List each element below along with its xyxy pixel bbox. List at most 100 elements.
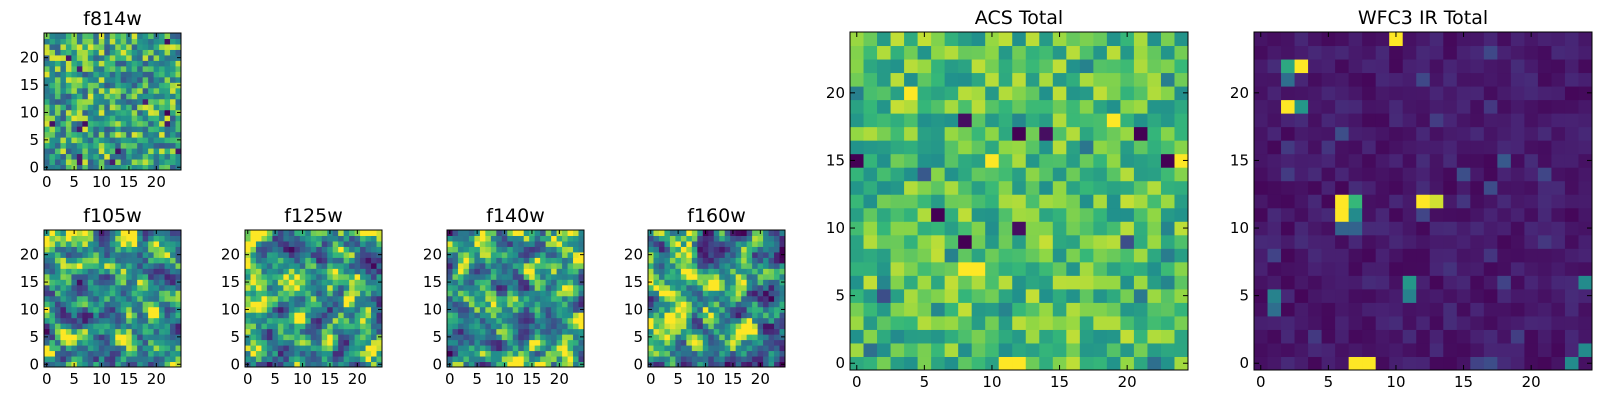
heatmap-cell xyxy=(669,230,676,236)
heatmap-cell xyxy=(354,301,361,308)
heatmap-cell xyxy=(724,290,731,297)
heatmap-cell xyxy=(485,262,492,269)
heatmap-cell xyxy=(1321,342,1336,357)
heatmap-cell xyxy=(120,49,127,56)
heatmap-cell xyxy=(1470,72,1485,87)
heatmap-cell xyxy=(71,350,78,357)
heatmap-cell xyxy=(76,317,83,324)
heatmap-cell xyxy=(1133,126,1148,141)
heatmap-cell xyxy=(109,159,116,166)
heatmap-cell xyxy=(1294,126,1309,141)
heatmap-cell xyxy=(159,356,166,363)
x-tick-label: 0 xyxy=(42,173,52,191)
heatmap-cell xyxy=(76,131,83,138)
heatmap-cell xyxy=(1510,221,1525,236)
heatmap-cell xyxy=(1551,207,1566,222)
heatmap-cell xyxy=(1254,59,1269,74)
heatmap-cell xyxy=(1389,153,1404,168)
heatmap-cell xyxy=(1483,153,1498,168)
heatmap-cell xyxy=(998,329,1013,344)
heatmap-cell xyxy=(71,38,78,45)
heatmap-cell xyxy=(697,290,704,297)
heatmap-cell xyxy=(250,279,257,286)
heatmap-cell xyxy=(1483,234,1498,249)
heatmap-cell xyxy=(1106,315,1121,330)
heatmap-cell xyxy=(175,38,182,45)
heatmap-cell xyxy=(82,153,89,160)
heatmap-cell xyxy=(1281,302,1296,317)
heatmap-cell xyxy=(447,339,453,346)
heatmap-cell xyxy=(153,54,160,61)
heatmap-cell xyxy=(752,290,759,297)
heatmap-cell xyxy=(1402,329,1417,344)
heatmap-cell xyxy=(159,230,166,236)
heatmap-cell xyxy=(1066,167,1081,182)
heatmap-cell xyxy=(305,301,312,308)
heatmap-cell xyxy=(142,230,149,236)
heatmap-cell xyxy=(316,295,323,302)
heatmap-cell xyxy=(44,98,50,105)
heatmap-cell xyxy=(1039,45,1054,60)
heatmap-cell xyxy=(485,306,492,313)
heatmap-cell xyxy=(863,302,878,317)
heatmap-cell xyxy=(299,306,306,313)
heatmap-cell xyxy=(60,334,67,341)
heatmap-cell xyxy=(175,126,182,133)
heatmap-cell xyxy=(653,345,660,352)
heatmap-cell xyxy=(877,207,892,222)
heatmap-cell xyxy=(115,273,122,280)
heatmap-cell xyxy=(1147,140,1162,155)
heatmap-cell xyxy=(779,323,786,330)
heatmap-cell xyxy=(904,261,919,276)
heatmap-cell xyxy=(360,268,367,275)
heatmap-cell xyxy=(850,59,865,74)
heatmap-cell xyxy=(457,361,464,368)
heatmap-cell xyxy=(82,120,89,127)
heatmap-cell xyxy=(261,268,268,275)
heatmap-cell xyxy=(850,329,865,344)
heatmap-cell xyxy=(658,356,665,363)
heatmap-cell xyxy=(360,345,367,352)
heatmap-cell xyxy=(294,251,301,258)
heatmap-cell xyxy=(697,251,704,258)
heatmap-cell xyxy=(109,317,116,324)
heatmap-cell xyxy=(507,295,514,302)
heatmap-cell xyxy=(702,295,709,302)
heatmap-cell xyxy=(294,235,301,242)
heatmap-cell xyxy=(958,180,973,195)
heatmap-cell xyxy=(774,350,781,357)
heatmap-cell xyxy=(1039,113,1054,128)
heatmap-cell xyxy=(250,235,257,242)
heatmap-cell xyxy=(153,350,160,357)
heatmap-cell xyxy=(60,33,67,39)
heatmap-cell xyxy=(327,301,334,308)
heatmap-cell xyxy=(1429,342,1444,357)
heatmap-cell xyxy=(1066,275,1081,290)
heatmap-cell xyxy=(76,301,83,308)
heatmap-cell xyxy=(360,279,367,286)
heatmap-cell xyxy=(457,328,464,335)
heatmap-cell xyxy=(142,279,149,286)
heatmap-cell xyxy=(98,339,105,346)
heatmap-cell xyxy=(850,72,865,87)
heatmap-cell xyxy=(540,257,547,264)
heatmap-cell xyxy=(1174,140,1189,155)
heatmap-cell xyxy=(98,153,105,160)
heatmap-cell xyxy=(931,194,946,209)
heatmap-cell xyxy=(971,45,986,60)
heatmap-cell xyxy=(137,54,144,61)
heatmap-cell xyxy=(126,87,133,94)
heatmap-cell xyxy=(1120,113,1135,128)
heatmap-cell xyxy=(1079,140,1094,155)
heatmap-cell xyxy=(735,251,742,258)
heatmap-cell xyxy=(255,273,262,280)
heatmap-cell xyxy=(148,164,155,171)
heatmap-cell xyxy=(65,345,72,352)
heatmap-cell xyxy=(349,230,356,236)
heatmap-cell xyxy=(327,240,334,247)
heatmap-cell xyxy=(115,345,122,352)
heatmap-cell xyxy=(567,251,574,258)
heatmap-cell xyxy=(137,76,144,83)
heatmap-cell xyxy=(741,251,748,258)
heatmap-cell xyxy=(485,268,492,275)
